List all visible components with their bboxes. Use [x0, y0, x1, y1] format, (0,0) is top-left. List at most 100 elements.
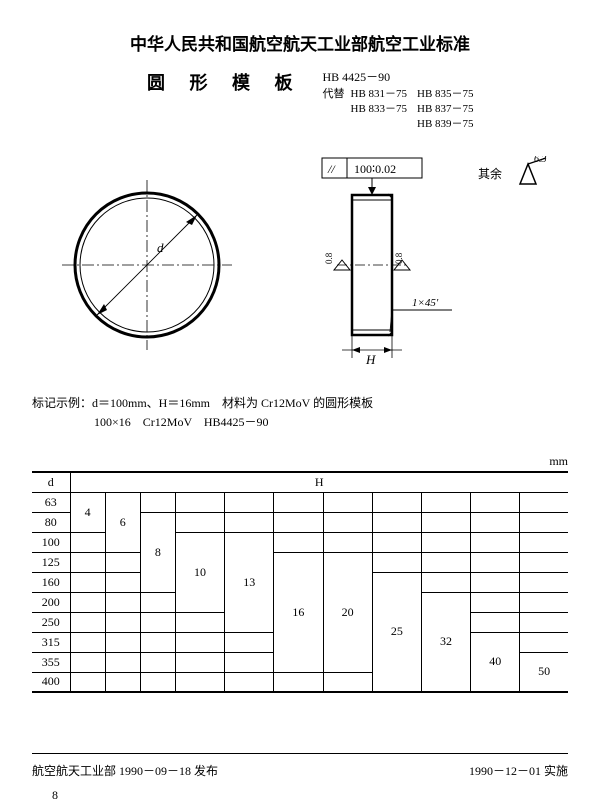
d-value: 315 [32, 632, 70, 652]
h-empty [421, 532, 470, 552]
h-empty [105, 572, 140, 592]
repl-code: HB 831－75 [351, 87, 408, 102]
h-empty [70, 612, 105, 632]
h-value: 20 [323, 552, 372, 672]
h-empty [175, 492, 224, 512]
h-value: 40 [471, 632, 520, 692]
h-empty [140, 652, 175, 672]
d-value: 200 [32, 592, 70, 612]
h-empty [372, 492, 421, 512]
h-empty [70, 652, 105, 672]
standard-block: HB 4425－90 代替 HB 831－75 HB 833－75 HB 835… [323, 69, 474, 132]
standard-code: HB 4425－90 [323, 69, 474, 85]
replaces-label: 代替 [323, 87, 345, 132]
svg-text:0.8: 0.8 [324, 252, 334, 264]
h-empty [70, 572, 105, 592]
tolerance-value: 100∶0.02 [354, 162, 396, 176]
repl-code: HB 833－75 [351, 102, 408, 117]
col-header-h: H [70, 472, 568, 492]
h-empty [70, 532, 105, 552]
h-empty [105, 632, 140, 652]
h-empty [70, 672, 105, 692]
h-empty [225, 632, 274, 652]
h-empty [421, 492, 470, 512]
h-empty [421, 552, 470, 572]
d-value: 125 [32, 552, 70, 572]
h-empty [421, 512, 470, 532]
replaces-row: 代替 HB 831－75 HB 833－75 HB 835－75 HB 837－… [323, 87, 474, 132]
h-value: 8 [140, 512, 175, 592]
h-empty [471, 572, 520, 592]
h-empty [175, 612, 224, 632]
h-empty [105, 612, 140, 632]
h-empty [225, 672, 274, 692]
d-value: 100 [32, 532, 70, 552]
h-empty [225, 652, 274, 672]
col-header-d: d [32, 472, 70, 492]
footer-effect: 1990－12－01 实施 [469, 762, 568, 779]
replaces-col1: HB 831－75 HB 833－75 [351, 87, 408, 132]
d-value: 250 [32, 612, 70, 632]
h-empty [372, 552, 421, 572]
replaces-col2: HB 835－75 HB 837－75 HB 839－75 [417, 87, 474, 132]
org-title: 中华人民共和国航空航天工业部航空工业标准 [32, 30, 568, 55]
repl-code: HB 837－75 [417, 102, 474, 117]
h-empty [140, 592, 175, 612]
svg-text://: // [327, 162, 336, 176]
h-empty [520, 512, 568, 532]
h-empty [323, 672, 372, 692]
h-value: 50 [520, 652, 568, 692]
h-empty [140, 632, 175, 652]
roughness-left: 0.8 [324, 252, 350, 270]
h-empty [175, 632, 224, 652]
h-empty [105, 592, 140, 612]
h-empty [471, 532, 520, 552]
h-value: 4 [70, 492, 105, 532]
marking-line1: 标记示例：d＝100mm、H＝16mm 材料为 Cr12MoV 的圆形模板 [32, 394, 568, 413]
h-empty [70, 632, 105, 652]
doc-title: 圆 形 模 板 [147, 69, 303, 95]
d-value: 400 [32, 672, 70, 692]
svg-text:其余: 其余 [478, 166, 502, 181]
d-value: 160 [32, 572, 70, 592]
h-empty [520, 492, 568, 512]
h-empty [372, 512, 421, 532]
h-empty [471, 612, 520, 632]
front-view: d [62, 180, 232, 350]
h-empty [175, 512, 224, 532]
h-value: 10 [175, 532, 224, 612]
h-empty [70, 552, 105, 572]
surface-note: 其余 6.3 [478, 156, 558, 196]
h-empty [421, 572, 470, 592]
height-label: H [365, 352, 376, 367]
footer-publish: 航空航天工业部 1990－09－18 发布 [32, 762, 218, 779]
h-value: 6 [105, 492, 140, 552]
d-value: 355 [32, 652, 70, 672]
h-empty [323, 492, 372, 512]
repl-code: HB 839－75 [417, 117, 474, 132]
repl-code: HB 835－75 [417, 87, 474, 102]
h-empty [105, 672, 140, 692]
h-empty [274, 532, 323, 552]
h-empty [274, 492, 323, 512]
h-empty [105, 652, 140, 672]
h-empty [70, 592, 105, 612]
d-value: 63 [32, 492, 70, 512]
h-value: 25 [372, 572, 421, 692]
chamfer-label: 1×45' [412, 297, 439, 309]
h-empty [471, 512, 520, 532]
h-empty [520, 632, 568, 652]
h-empty [274, 672, 323, 692]
h-value: 32 [421, 592, 470, 692]
roughness-right: 0.8 [394, 252, 410, 270]
h-empty [175, 672, 224, 692]
page-number: 8 [52, 788, 58, 803]
h-empty [225, 512, 274, 532]
svg-text:6.3: 6.3 [534, 156, 547, 165]
h-empty [323, 532, 372, 552]
h-value: 16 [274, 552, 323, 672]
h-empty [140, 672, 175, 692]
h-empty [471, 552, 520, 572]
h-empty [471, 592, 520, 612]
h-empty [520, 592, 568, 612]
